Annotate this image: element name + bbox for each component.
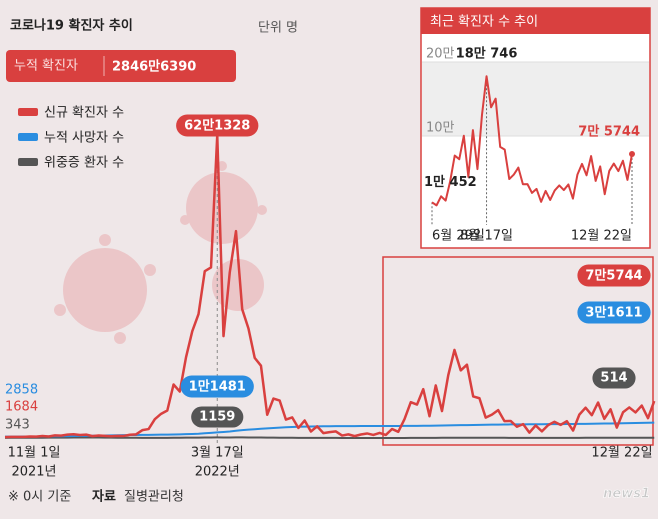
- x-tick-label: 8월 17일: [460, 229, 513, 244]
- x-year-label: 2022년: [195, 465, 240, 480]
- label-box: [180, 375, 254, 398]
- end-point: [629, 150, 635, 157]
- total-value: 2846만6390: [112, 59, 196, 75]
- data-label: 1159: [199, 410, 235, 425]
- footnote: ※ 0시 기준: [8, 490, 71, 505]
- label-box: [176, 114, 259, 137]
- legend-swatch: [18, 158, 38, 166]
- x-year-label: 2021년: [11, 465, 56, 480]
- y-tick-label: 10만: [426, 121, 455, 136]
- start-label: 2858: [5, 383, 38, 398]
- data-label: 7만5744: [585, 268, 642, 284]
- data-label: 18만 746: [456, 46, 518, 62]
- label-box: [191, 406, 244, 428]
- inset-header: [421, 8, 650, 34]
- inset-title: 최근 확진자 수 추이: [430, 15, 538, 30]
- data-label: 62만1328: [184, 118, 250, 134]
- data-label: 514: [600, 371, 627, 386]
- x-tick-label: 12월 22일: [571, 229, 632, 244]
- virus-decoration: [54, 161, 267, 344]
- total-label: 누적 확진자: [14, 59, 78, 74]
- start-label: 1684: [5, 400, 38, 415]
- source-label: 자료: [92, 490, 116, 505]
- title: 코로나19 확진자 추이: [10, 18, 133, 34]
- logo: news1: [603, 487, 650, 502]
- source: 질병관리청: [124, 490, 184, 505]
- highlight-box: [382, 256, 654, 446]
- series-line: [4, 436, 655, 439]
- data-label: 1만1481: [189, 379, 246, 395]
- total-box: [6, 50, 236, 82]
- series-line: [431, 75, 633, 207]
- x-tick-label: 6월 29일: [432, 229, 485, 244]
- unit: 단위 명: [258, 21, 298, 36]
- grid-band: [422, 62, 649, 136]
- legend-swatch: [18, 108, 38, 116]
- legend-label: 누적 사망자 수: [44, 131, 124, 146]
- x-tick-label: 3월 17일: [191, 446, 244, 461]
- series-line: [4, 134, 656, 439]
- label-box: [577, 301, 651, 324]
- start-label: 343: [5, 418, 30, 433]
- data-label: 1만 452: [424, 174, 477, 190]
- main-chart: 1684 62만1328 7만5744 신규 확진자 수 2858 1만1481 3만161…: [4, 106, 656, 480]
- data-label: 3만1611: [585, 305, 642, 321]
- x-tick-label: 11월 1일: [8, 446, 61, 461]
- label-box: [592, 367, 636, 389]
- x-tick-label: 12월 22일: [591, 446, 652, 461]
- legend-swatch: [18, 133, 38, 141]
- y-tick-label: 20만: [426, 47, 455, 62]
- data-label: 7만 5744: [578, 123, 640, 139]
- legend-label: 위중증 환자 수: [44, 156, 124, 171]
- label-box: [577, 264, 651, 287]
- legend-label: 신규 확진자 수: [44, 106, 124, 121]
